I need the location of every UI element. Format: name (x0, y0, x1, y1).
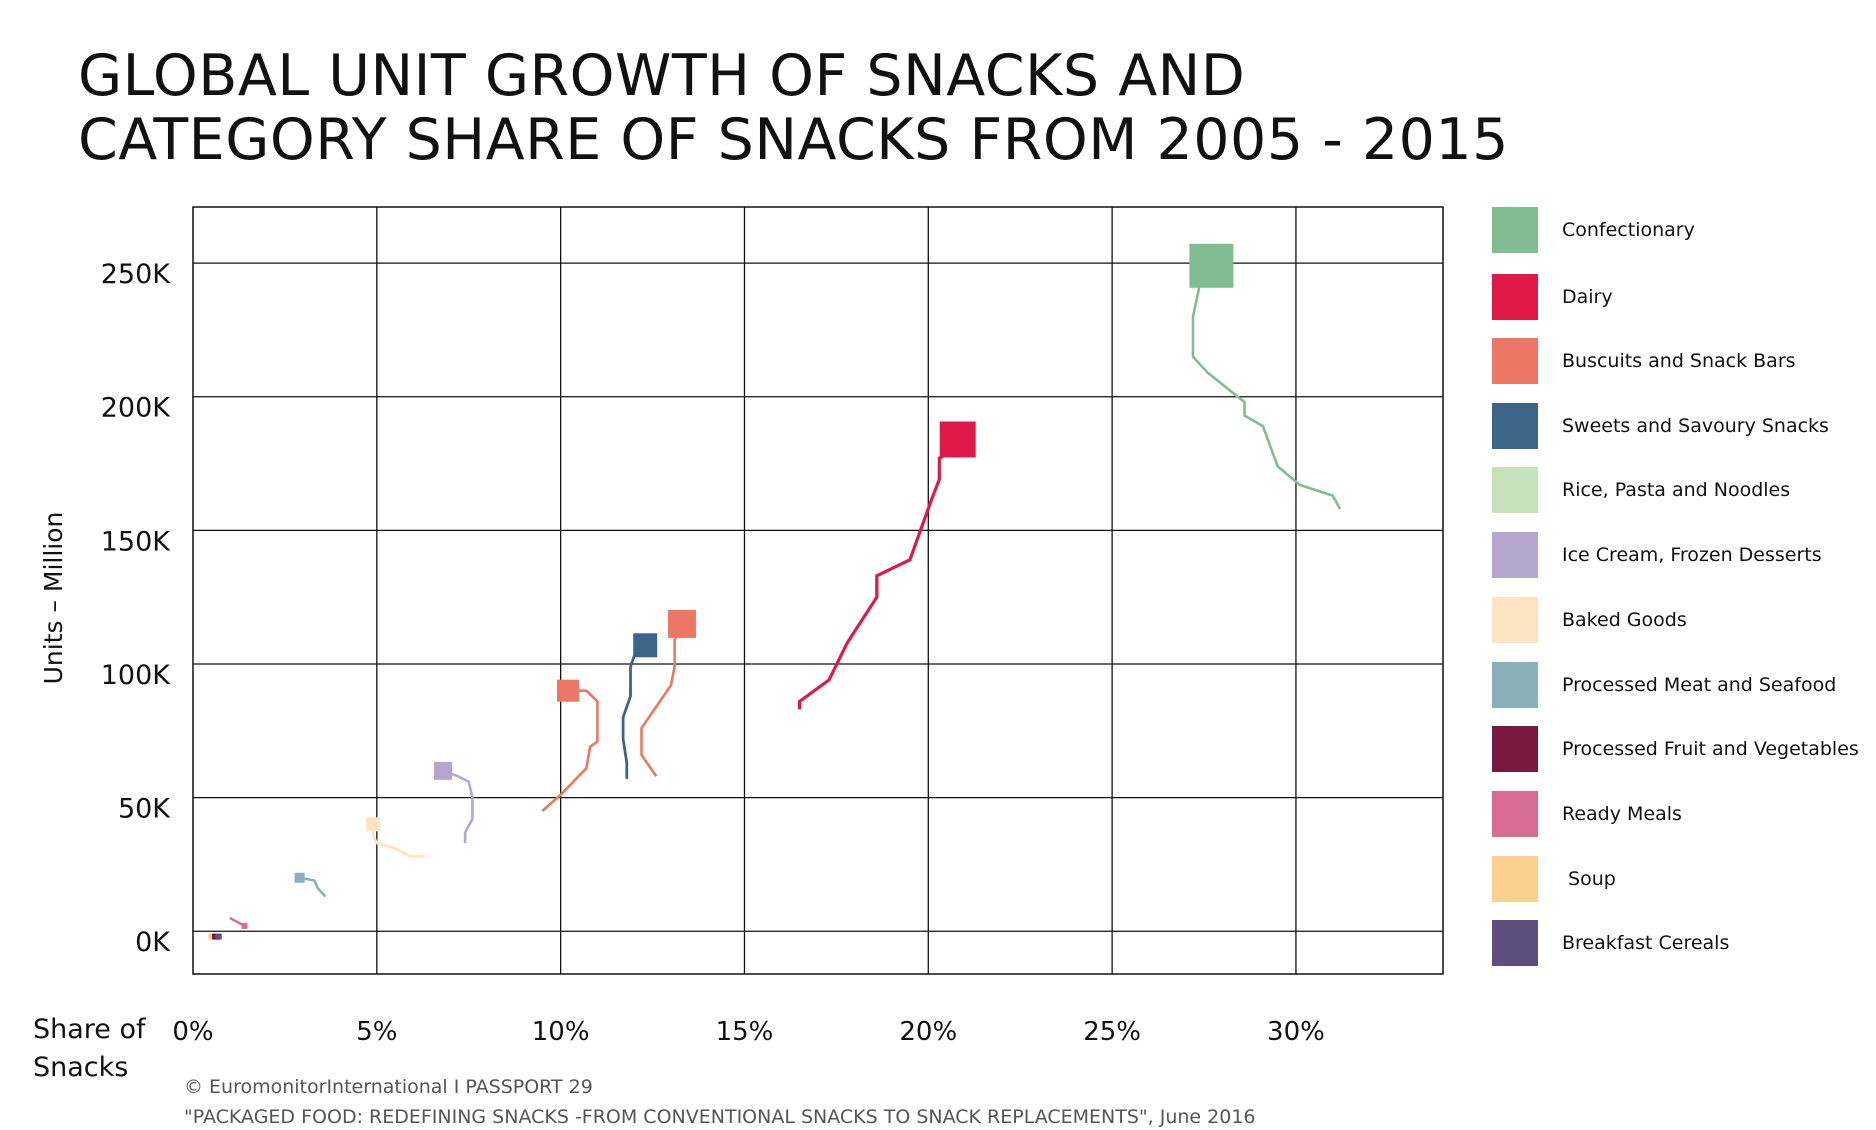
series-line (541, 689, 599, 812)
legend-swatch (1492, 467, 1538, 513)
legend-label: Rice, Pasta and Noodles (1562, 479, 1791, 501)
series-ready-meals (229, 916, 248, 929)
x-tick-label: 20% (899, 1017, 957, 1047)
x-tick-label: 10% (532, 1017, 590, 1047)
legend-swatch (1492, 920, 1538, 966)
y-tick-label: 200K (101, 393, 172, 424)
legend-label: Buscuits and Snack Bars (1562, 350, 1796, 372)
series-line (797, 438, 960, 710)
x-axis-label-line-2: Snacks (33, 1052, 128, 1083)
series-buscuits-and-snack-bars (640, 609, 696, 777)
legend-swatch (1492, 274, 1538, 320)
series-line (640, 623, 684, 777)
legend-swatch (1492, 662, 1538, 708)
footer-copyright: © EuromonitorInternational I PASSPORT 29 (184, 1076, 593, 1098)
legend-label: Processed Meat and Seafood (1562, 674, 1837, 696)
y-axis-label: Units – Million (39, 512, 68, 685)
legend-label: Soup (1562, 868, 1616, 890)
series-end-marker (294, 872, 305, 883)
series-line (1191, 265, 1342, 510)
series-dairy (797, 421, 976, 710)
series-end-marker (557, 679, 579, 702)
series-end-marker (434, 761, 452, 780)
x-tick-label: 25% (1083, 1017, 1141, 1047)
series-end-marker (633, 633, 658, 658)
series-breakfast-cereals (215, 933, 222, 940)
legend-label: Ready Meals (1562, 803, 1682, 825)
series-ice-cream-frozen-desserts (434, 761, 474, 843)
series-line (299, 876, 327, 898)
legend-swatch (1492, 597, 1538, 643)
series-end-marker (366, 817, 381, 832)
x-tick-label: 15% (716, 1017, 774, 1047)
legend-label: Dairy (1562, 286, 1613, 308)
series-processed-meat-and-seafood (294, 872, 327, 898)
legend-label: Ice Cream, Frozen Desserts (1562, 544, 1822, 566)
plot-frame (192, 206, 1444, 975)
legend-swatch (1492, 403, 1538, 449)
series-sweets-and-savoury-snacks (621, 633, 658, 779)
y-tick-label: 0K (135, 927, 171, 958)
series-baked-goods (366, 817, 425, 858)
series-line (371, 824, 425, 858)
series-end-marker (939, 421, 976, 458)
y-tick-label: 50K (118, 794, 171, 825)
footer-source: "PACKAGED FOOD: REDEFINING SNACKS -FROM … (184, 1106, 1256, 1128)
legend-swatch (1492, 856, 1538, 902)
x-axis-label-line-1: Share of (33, 1014, 147, 1045)
legend-label: Sweets and Savoury Snacks (1562, 415, 1829, 437)
legend-swatch (1492, 726, 1538, 772)
legend-swatch (1492, 791, 1538, 837)
series-line (442, 769, 474, 843)
legend-label: Baked Goods (1562, 609, 1687, 631)
series-end-marker (212, 933, 219, 940)
series-end-marker (215, 933, 222, 940)
y-tick-label: 100K (101, 660, 172, 691)
series-layer (208, 243, 1342, 941)
series-end-marker (1189, 243, 1234, 288)
series-line (621, 644, 647, 779)
series-confectionary (1189, 243, 1342, 510)
series-buscuits-and-snack-bars (541, 679, 599, 812)
series-end-marker (241, 922, 248, 929)
grid: 0% 5% 10% 15% 20% 25% 30% 0K 50K 100K 150K 200K 250K (101, 206, 1444, 1047)
legend-swatch (1492, 338, 1538, 384)
x-axis-label: Share of Snacks (33, 1014, 147, 1083)
chart-title-line-1: GLOBAL UNIT GROWTH OF SNACKS AND (78, 43, 1246, 109)
legend-label: Processed Fruit and Vegetables (1562, 738, 1859, 760)
legend-swatch (1492, 207, 1538, 253)
x-tick-label: 30% (1267, 1017, 1325, 1047)
legend-label: Breakfast Cereals (1562, 932, 1730, 954)
legend-label: Confectionary (1562, 219, 1695, 241)
chart-title: GLOBAL UNIT GROWTH OF SNACKS AND CATEGOR… (78, 44, 1509, 172)
x-tick-label: 5% (356, 1017, 397, 1047)
legend-swatch (1492, 532, 1538, 578)
series-end-marker (208, 933, 215, 940)
legend: Confectionary Dairy Buscuits and Snack Bar… (1492, 0, 1872, 1000)
series-end-marker (667, 609, 696, 638)
x-tick-label: 0% (172, 1017, 213, 1047)
y-tick-label: 250K (101, 259, 172, 290)
axis-labels: Units – Million Share of Snacks (33, 512, 147, 1083)
y-tick-label: 150K (101, 526, 172, 557)
chart-title-line-2: CATEGORY SHARE OF SNACKS FROM 2005 - 201… (78, 107, 1509, 173)
